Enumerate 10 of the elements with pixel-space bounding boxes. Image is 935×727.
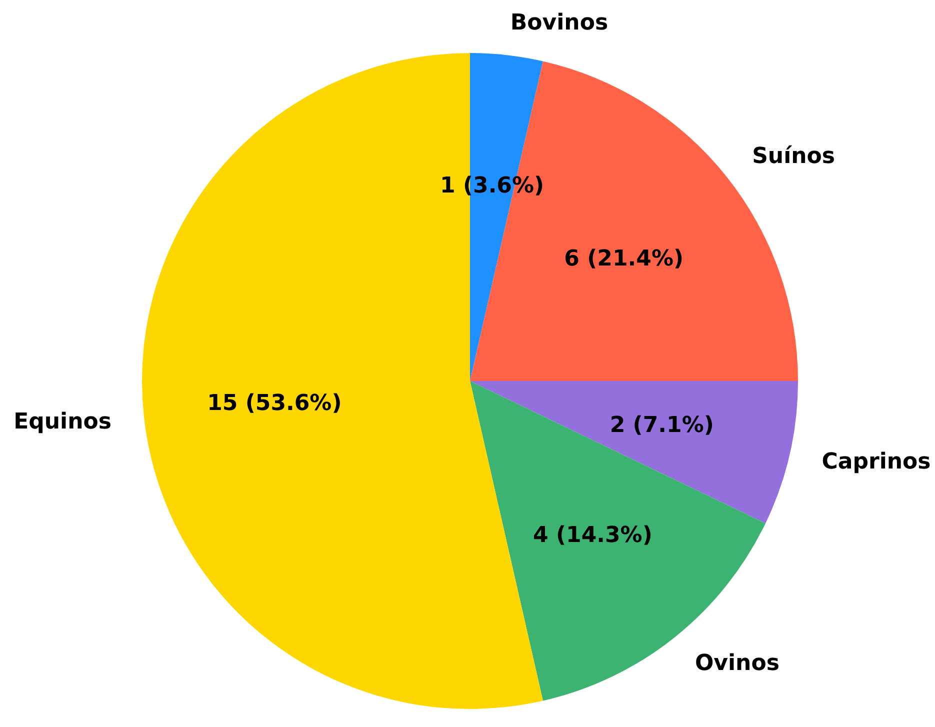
data-label: 4 (14.3%) [533, 522, 652, 548]
slice-label: Bovinos [510, 10, 608, 36]
data-label: 2 (7.1%) [610, 412, 714, 438]
slice-label: Ovinos [694, 651, 780, 676]
slice-label: Equinos [14, 409, 112, 434]
pie-slice [470, 381, 798, 524]
data-label: 15 (53.6%) [207, 391, 342, 416]
slice-label: Suínos [752, 144, 836, 170]
slice-label: Caprinos [822, 449, 931, 474]
data-label: 6 (21.4%) [564, 246, 684, 272]
